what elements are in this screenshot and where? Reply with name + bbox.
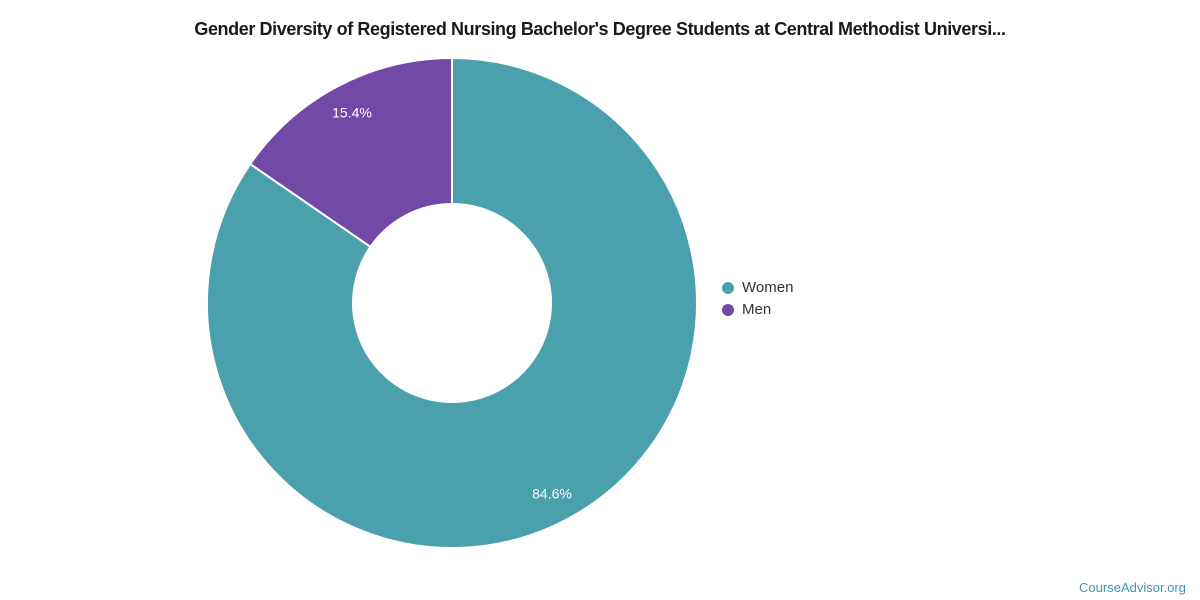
legend-label-women: Women bbox=[742, 279, 794, 296]
pie-slice-women[interactable] bbox=[206, 57, 698, 549]
chart-title: Gender Diversity of Registered Nursing B… bbox=[194, 19, 1006, 39]
legend-marker-men-icon bbox=[722, 303, 734, 316]
slice-label-women: 84.6% bbox=[532, 485, 572, 501]
legend-item-women[interactable]: Women bbox=[722, 279, 793, 296]
legend-label-men: Men bbox=[742, 301, 772, 318]
courseadvisor-brand-link[interactable]: CourseAdvisor.org bbox=[1079, 580, 1186, 595]
legend-marker-women-icon bbox=[722, 281, 734, 294]
legend: Women Men bbox=[722, 279, 793, 318]
slice-label-men: 15.4% bbox=[332, 105, 372, 121]
legend-item-men[interactable]: Men bbox=[722, 301, 793, 318]
pie-slice-men[interactable] bbox=[249, 57, 453, 248]
